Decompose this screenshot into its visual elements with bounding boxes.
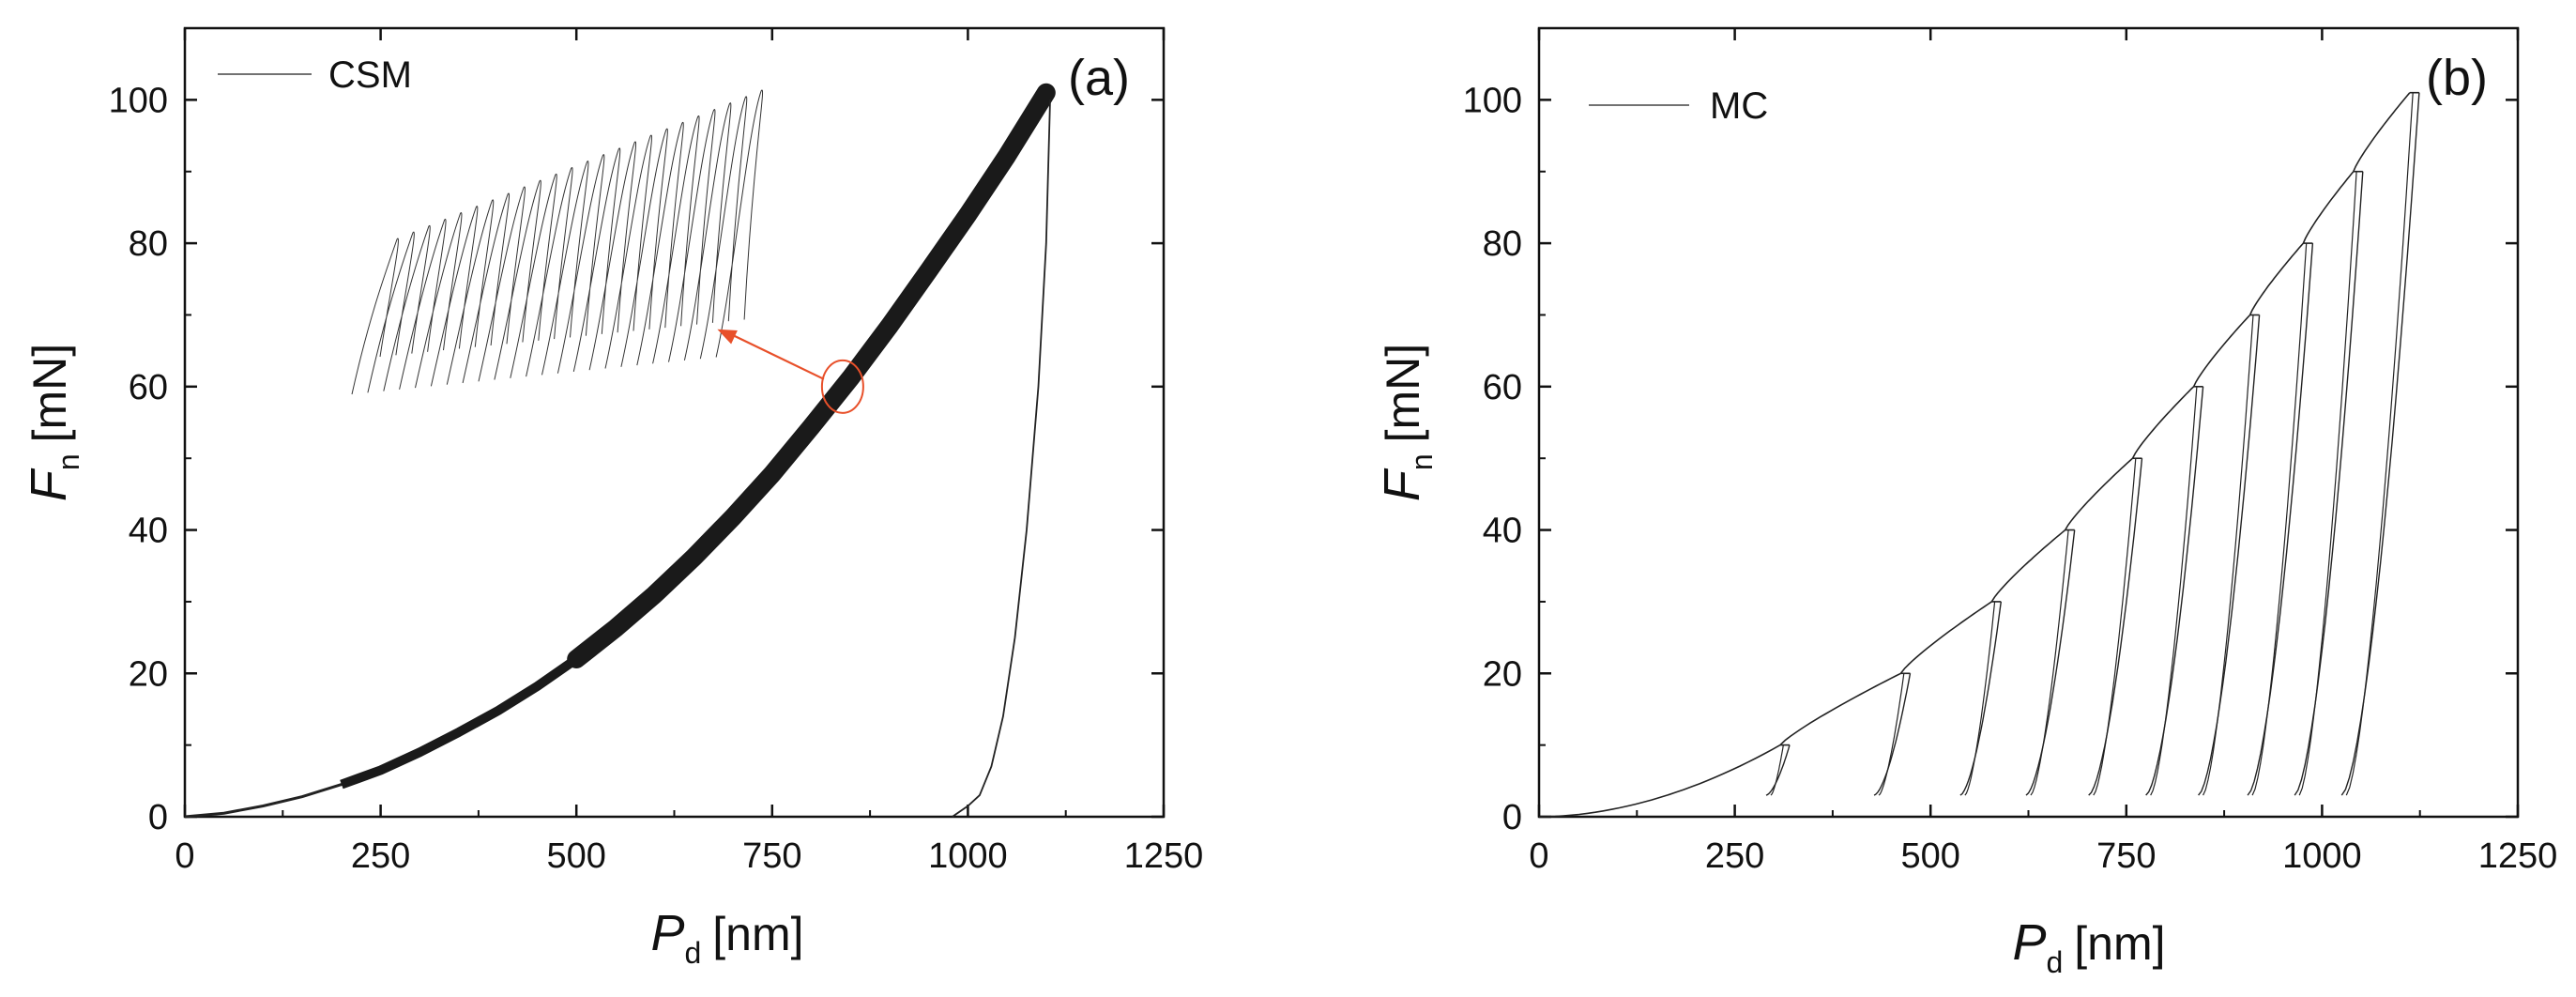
svg-text:Fn[mN]: Fn [mN]: [21, 344, 85, 501]
y-tick-label-b: 0: [1502, 798, 1522, 837]
y-tick-label-b: 40: [1483, 512, 1522, 551]
x-axis-unit-b: [nm]: [2074, 917, 2165, 970]
x-tick-label-a: 0: [175, 836, 194, 876]
csm-loading-band-mid: [340, 90, 1051, 790]
mc-reload-segment: [1878, 673, 1905, 796]
x-ticks-b: 0 250 500 750 1000 1250: [1529, 28, 2557, 876]
y-tick-label-a: 80: [129, 224, 168, 264]
x-tick-label-a: 1000: [928, 836, 1008, 876]
x-tick-label-a: 500: [546, 836, 605, 876]
mc-loading-segment: [1899, 601, 1992, 674]
x-axis-label-b: Pd [nm]: [2012, 914, 2165, 979]
x-tick-label-a: 1250: [1124, 836, 1204, 876]
y-tick-label-b: 80: [1483, 224, 1522, 264]
x-axis-sub-b: d: [2046, 945, 2063, 979]
y-axis-sub-a: n: [52, 453, 85, 470]
zoom-arrow-head: [717, 329, 738, 345]
y-tick-label-a: 0: [148, 798, 168, 837]
y-tick-label-a: 20: [129, 654, 168, 694]
y-tick-label-b: 20: [1483, 654, 1522, 694]
mc-reload-segment: [2251, 243, 2308, 796]
mc-loading-segment: [2353, 92, 2411, 173]
y-axis-var-b: F: [1374, 468, 1430, 501]
mc-loading-segment: [1538, 744, 1781, 818]
panel-label-b: (b): [2426, 50, 2488, 106]
mc-reload-segment: [2030, 529, 2069, 796]
y-axis-unit-a: [mN]: [23, 344, 76, 443]
mc-unloading-segment: [1959, 601, 2002, 796]
y-axis-sub-b: n: [1405, 453, 1439, 470]
series-b: [1538, 91, 2420, 818]
x-axis-var-a: P: [650, 905, 684, 961]
mc-loading-segment: [1990, 529, 2066, 603]
mc-reload-segment: [2093, 458, 2137, 796]
x-ticks-a: 0 250 500 750 1000 1250: [175, 28, 1203, 876]
mc-unloading-segment: [2088, 458, 2143, 796]
csm-loading-curve-thin: [184, 91, 1048, 819]
mc-unloading-segment: [2247, 243, 2314, 796]
y-tick-label-a: 60: [129, 368, 168, 407]
x-tick-label-a: 750: [742, 836, 801, 876]
mc-loading-segment: [2131, 386, 2195, 459]
y-axis-unit-b: [mN]: [1377, 344, 1429, 443]
mc-reload-segment: [2298, 171, 2357, 796]
svg-text:Fn[mN]: Fn [mN]: [1374, 344, 1439, 501]
y-tick-label-a: 40: [129, 512, 168, 551]
mc-unloading-segment: [2025, 529, 2076, 796]
x-axis-label-a: Pd [nm]: [650, 905, 803, 970]
x-axis-var-b: P: [2012, 914, 2046, 971]
csm-unloading-curve: [952, 100, 1051, 818]
mc-unloading-segment: [1873, 673, 1912, 796]
y-ticks-a: 0 20 40 60 80 100: [109, 81, 1164, 837]
mc-reload-segment: [2345, 92, 2414, 796]
csm-loading-band-thick: [567, 83, 1056, 668]
mc-loading-segment: [1779, 672, 1901, 746]
y-tick-label-a: 100: [109, 81, 168, 120]
mc-reload-segment: [1770, 744, 1784, 796]
mc-unloading-segment: [2340, 92, 2420, 796]
series-a: [184, 83, 1056, 819]
chart-panel-b: 0 250 500 750 1000 1250 0 20 40 60 80 100 MC (b) F…: [1374, 26, 2557, 979]
mc-loading-segment: [2065, 457, 2134, 530]
mc-unloading-segment: [1765, 744, 1791, 796]
y-axis-label-a: Fn [mN]: [21, 344, 85, 501]
x-axis-sub-a: d: [684, 936, 701, 970]
zoom-arrow-line: [731, 333, 825, 380]
mc-loading-segment: [2302, 171, 2355, 244]
mc-loading-segment: [2192, 314, 2251, 388]
mc-unloading-segment: [2198, 314, 2261, 796]
x-tick-label-b: 750: [2096, 836, 2156, 876]
plot-frame-b: [1537, 26, 2520, 819]
mc-reload-segment: [2203, 314, 2254, 796]
mc-unloading-segment: [2294, 171, 2364, 796]
y-axis-var-a: F: [21, 468, 77, 501]
mc-reload-segment: [2150, 386, 2198, 796]
y-axis-label-b: Fn [mN]: [1374, 344, 1439, 501]
mc-loading-segment: [2248, 242, 2304, 315]
x-tick-label-b: 1000: [2282, 836, 2362, 876]
x-tick-label-a: 250: [351, 836, 410, 876]
mc-reload-segment: [1964, 601, 1996, 796]
legend-label-a: CSM: [328, 54, 412, 96]
zoom-marker-ellipse: [820, 359, 864, 414]
panel-label-a: (a): [1068, 50, 1130, 106]
inset-a: [351, 89, 864, 414]
x-tick-label-b: 0: [1529, 836, 1548, 876]
mc-unloading-segment: [2145, 386, 2204, 796]
x-tick-label-b: 250: [1705, 836, 1764, 876]
x-axis-unit-a: [nm]: [712, 908, 803, 960]
x-tick-label-b: 500: [1900, 836, 1959, 876]
legend-label-b: MC: [1710, 85, 1768, 127]
x-tick-label-b: 1250: [2478, 836, 2558, 876]
inset-oscillation-curve: [351, 89, 764, 395]
y-tick-label-b: 100: [1463, 81, 1522, 120]
y-tick-label-b: 60: [1483, 368, 1522, 407]
